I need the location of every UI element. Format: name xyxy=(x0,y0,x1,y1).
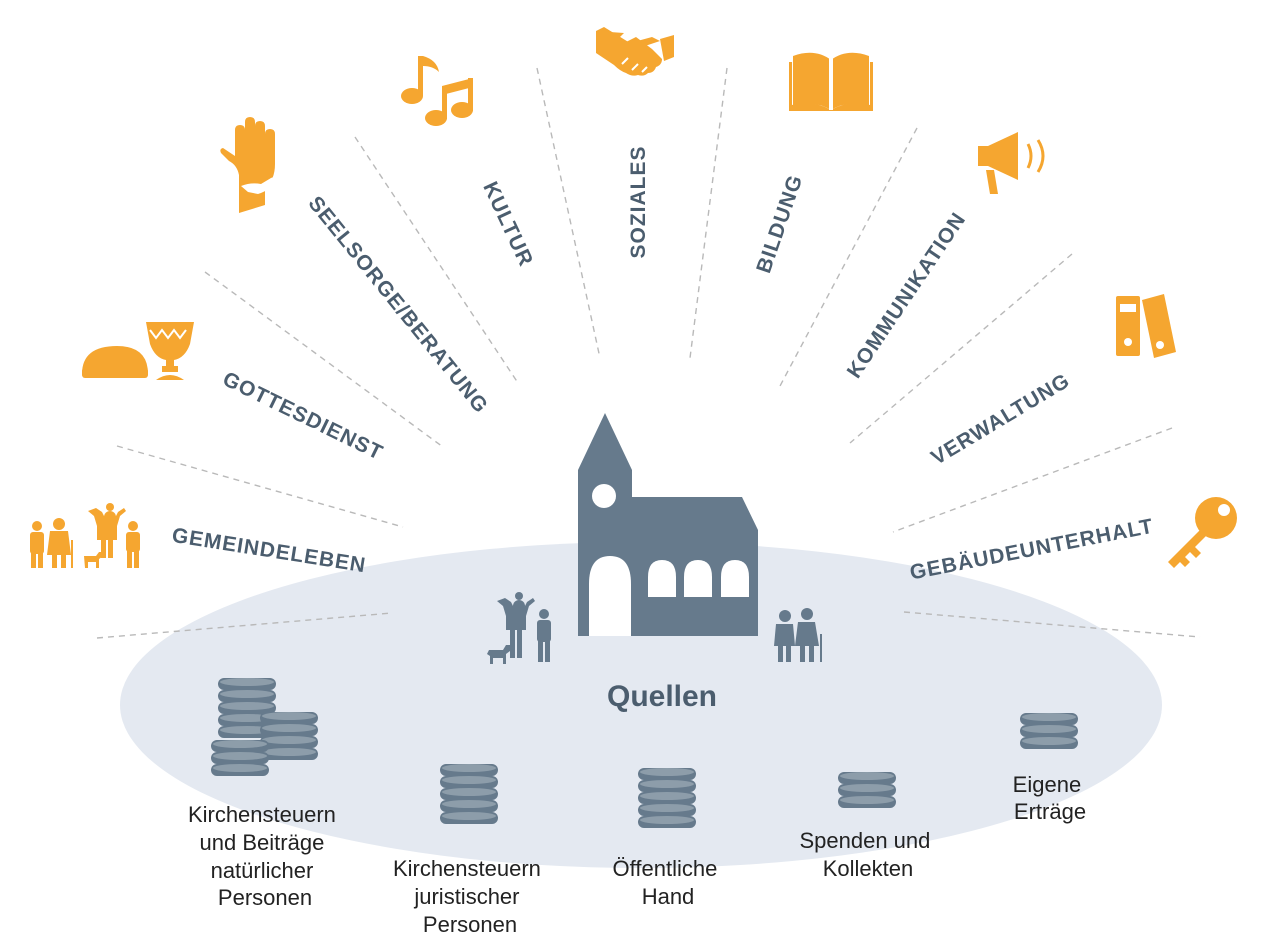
label-seelsorge: SEELSORGE/BERATUNG xyxy=(304,192,493,418)
source-label-kirchensteuern-juristisch: Kirchensteuern juristischer Personen xyxy=(393,856,547,937)
open-book-icon xyxy=(789,52,873,111)
sources-ellipse xyxy=(120,542,1162,868)
label-gebaeude: GEBÄUDEUNTERHALT xyxy=(908,515,1156,585)
coin-stack-ertraege xyxy=(1020,713,1078,749)
label-gottesdienst: GOTTESDIENST xyxy=(219,367,387,465)
family-icon xyxy=(30,503,140,568)
bread-chalice-icon xyxy=(82,322,194,380)
label-verwaltung: VERWALTUNG xyxy=(927,369,1074,470)
label-soziales: SOZIALES xyxy=(627,145,650,258)
handshake-icon xyxy=(596,27,674,76)
church-icon xyxy=(578,413,758,636)
coin-stack-spenden xyxy=(838,772,896,808)
family-dog-icon xyxy=(487,592,551,664)
binders-icon xyxy=(1116,294,1176,358)
coin-stack-oeffentlich xyxy=(638,768,696,828)
key-icon xyxy=(1168,497,1237,568)
helping-hands-icon xyxy=(220,117,276,213)
source-label-oeffentliche-hand: Öffentliche Hand xyxy=(613,856,724,909)
source-label-spenden: Spenden und Kollekten xyxy=(799,828,936,881)
elderly-couple-icon xyxy=(774,608,822,662)
label-kultur: KULTUR xyxy=(478,178,537,270)
separator-rays xyxy=(96,67,1201,639)
label-gemeindeleben: GEMEINDELEBEN xyxy=(170,524,367,577)
music-notes-icon xyxy=(401,56,473,126)
megaphone-icon xyxy=(978,132,1045,194)
label-bildung: BILDUNG xyxy=(752,172,807,277)
center-label: Quellen xyxy=(607,680,717,713)
source-label-kirchensteuern-natuerlich: Kirchensteuern und Beiträge natürlicher … xyxy=(188,802,342,910)
coin-stack-juristisch xyxy=(440,764,498,824)
source-label-ertraege: Eigene Erträge xyxy=(1013,772,1088,824)
